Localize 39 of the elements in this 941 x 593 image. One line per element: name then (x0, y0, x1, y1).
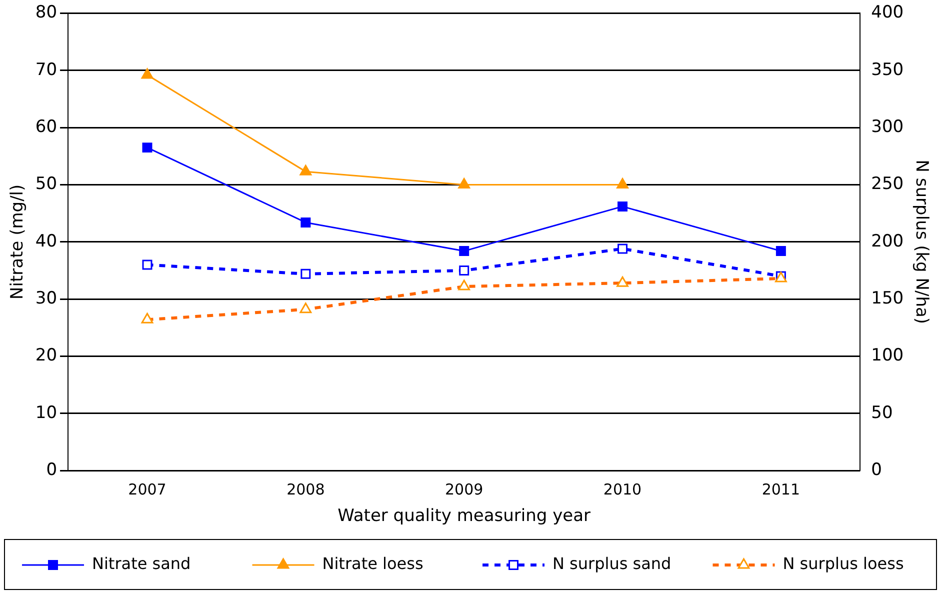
y2-tick-label: 50 (871, 402, 893, 423)
y2-tick-label: 400 (871, 2, 904, 23)
x-axis-title: Water quality measuring year (338, 506, 591, 526)
y2-axis-title: N surplus (kg N/ha) (911, 160, 932, 324)
y-tick-label: 20 (35, 346, 58, 366)
x-tick-label: 2009 (445, 480, 484, 498)
y2-tick-label: 250 (871, 174, 904, 194)
legend-label: Nitrate loess (322, 554, 424, 574)
point (616, 178, 628, 188)
y2-tick-label: 100 (871, 346, 904, 366)
point (459, 246, 470, 256)
y-tick-label: 40 (35, 231, 58, 252)
point (618, 201, 628, 212)
x-tick-label: 2008 (286, 480, 325, 498)
point (142, 142, 152, 153)
y-tick-label: 80 (35, 2, 58, 23)
y2-tick-label: 350 (871, 60, 904, 80)
y2-tick-label: 200 (871, 231, 904, 252)
x-tick-label: 2011 (762, 480, 800, 498)
legend-label: N surplus loess (782, 554, 904, 574)
point (300, 164, 312, 176)
legend-label: Nitrate sand (92, 554, 191, 574)
y-tick-label: 60 (35, 116, 58, 137)
y-tick-label: 50 (35, 174, 58, 194)
y-tick-label: 30 (35, 288, 58, 308)
point (300, 217, 311, 228)
y-axis-title: Nitrate (mg/l) (8, 184, 28, 300)
x-tick-label: 2007 (128, 480, 166, 498)
x-tick-label: 2010 (603, 480, 642, 498)
point (141, 68, 154, 79)
y2-tick-label: 0 (871, 460, 882, 480)
point (776, 246, 786, 256)
y2-tick-label: 300 (871, 116, 904, 137)
y-tick-label: 0 (46, 460, 58, 480)
y-tick-label: 10 (35, 402, 58, 423)
y-tick-label: 70 (35, 60, 58, 80)
legend-label: N surplus sand (552, 554, 672, 574)
point (458, 178, 470, 188)
y2-tick-label: 150 (871, 288, 904, 308)
